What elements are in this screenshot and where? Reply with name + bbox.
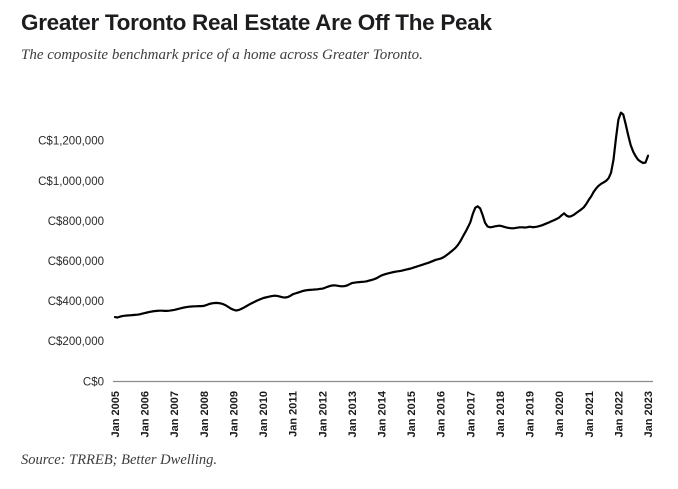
chart-title: Greater Toronto Real Estate Are Off The …: [21, 10, 492, 35]
x-axis-tick-label: Jan 2021: [584, 391, 596, 437]
y-axis-tick-label: C$1,200,000: [38, 136, 104, 148]
x-axis-tick-label: Jan 2007: [169, 391, 181, 437]
x-axis-tick-label: Jan 2015: [406, 391, 418, 437]
chart-subtitle: The composite benchmark price of a home …: [21, 47, 423, 63]
source-note: Source: TRREB; Better Dwelling.: [21, 452, 217, 468]
x-axis-tick-label: Jan 2011: [288, 391, 300, 437]
x-axis-tick-label: Jan 2006: [140, 391, 152, 437]
price-line: [113, 111, 650, 319]
x-axis-tick-label: Jan 2012: [317, 391, 329, 437]
y-axis-tick-label: C$200,000: [48, 336, 104, 348]
x-axis-tick-label: Jan 2019: [525, 391, 537, 437]
x-axis-tick-label: Jan 2013: [347, 391, 359, 437]
y-axis-tick-label: C$600,000: [48, 256, 104, 268]
x-axis-tick-label: Jan 2023: [643, 391, 655, 437]
x-axis-tick-label: Jan 2005: [110, 391, 122, 437]
y-axis-tick-label: C$0: [83, 376, 104, 388]
x-axis-tick-label: Jan 2014: [377, 390, 389, 437]
x-axis-tick-label: Jan 2008: [199, 391, 211, 437]
y-axis-tick-label: C$800,000: [48, 216, 104, 228]
y-axis-tick-label: C$400,000: [48, 296, 104, 308]
x-axis-tick-label: Jan 2022: [613, 391, 625, 437]
x-axis-tick-label: Jan 2018: [495, 391, 507, 437]
x-axis-tick-label: Jan 2016: [436, 391, 448, 437]
x-axis-tick-label: Jan 2010: [258, 391, 270, 437]
x-axis-tick-label: Jan 2009: [228, 391, 240, 437]
y-axis-tick-label: C$1,000,000: [38, 176, 104, 188]
x-axis-tick-label: Jan 2017: [465, 391, 477, 437]
x-axis-tick-label: Jan 2020: [554, 391, 566, 437]
